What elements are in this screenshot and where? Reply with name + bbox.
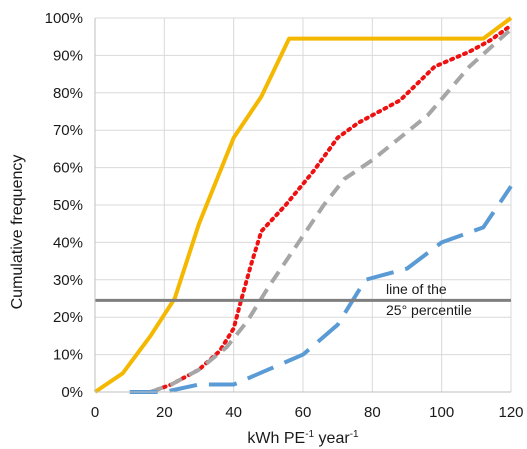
y-tick-label: 80% [53,85,83,102]
series-lines [93,16,513,394]
y-tick-label: 90% [53,47,83,64]
x-tick-label: 100 [429,404,454,421]
y-tick-label: 0% [61,384,83,401]
annotation-25-percentile: 25° percentile [386,302,472,318]
y-tick-label: 10% [53,347,83,364]
series-line-solid [93,16,513,394]
x-tick-label: 120 [498,404,523,421]
y-tick-label: 20% [53,309,83,326]
x-tick-label: 20 [156,404,173,421]
axes: 0 20 40 60 80 100 120 0% 10% 20% 30% 40% 50% 60% 70% 80… [45,10,524,421]
y-tick-label: 100% [45,10,83,27]
x-axis-title: kWh PE-1 year-1 [247,429,359,447]
series-line-dashed [149,27,513,394]
y-tick-label: 30% [53,272,83,289]
x-tick-label: 40 [225,404,242,421]
y-tick-label: 70% [53,122,83,139]
x-tick-label: 60 [295,404,312,421]
x-tick-label: 80 [364,404,381,421]
y-tick-label: 50% [53,197,83,214]
y-tick-label: 60% [53,160,83,177]
y-axis-title: Cumulative frequency [9,155,26,310]
y-tick-label: 40% [53,234,83,251]
x-tick-label: 0 [91,404,99,421]
annotation-line-of-the: line of the [386,281,447,297]
series-line-longdash [129,185,513,394]
